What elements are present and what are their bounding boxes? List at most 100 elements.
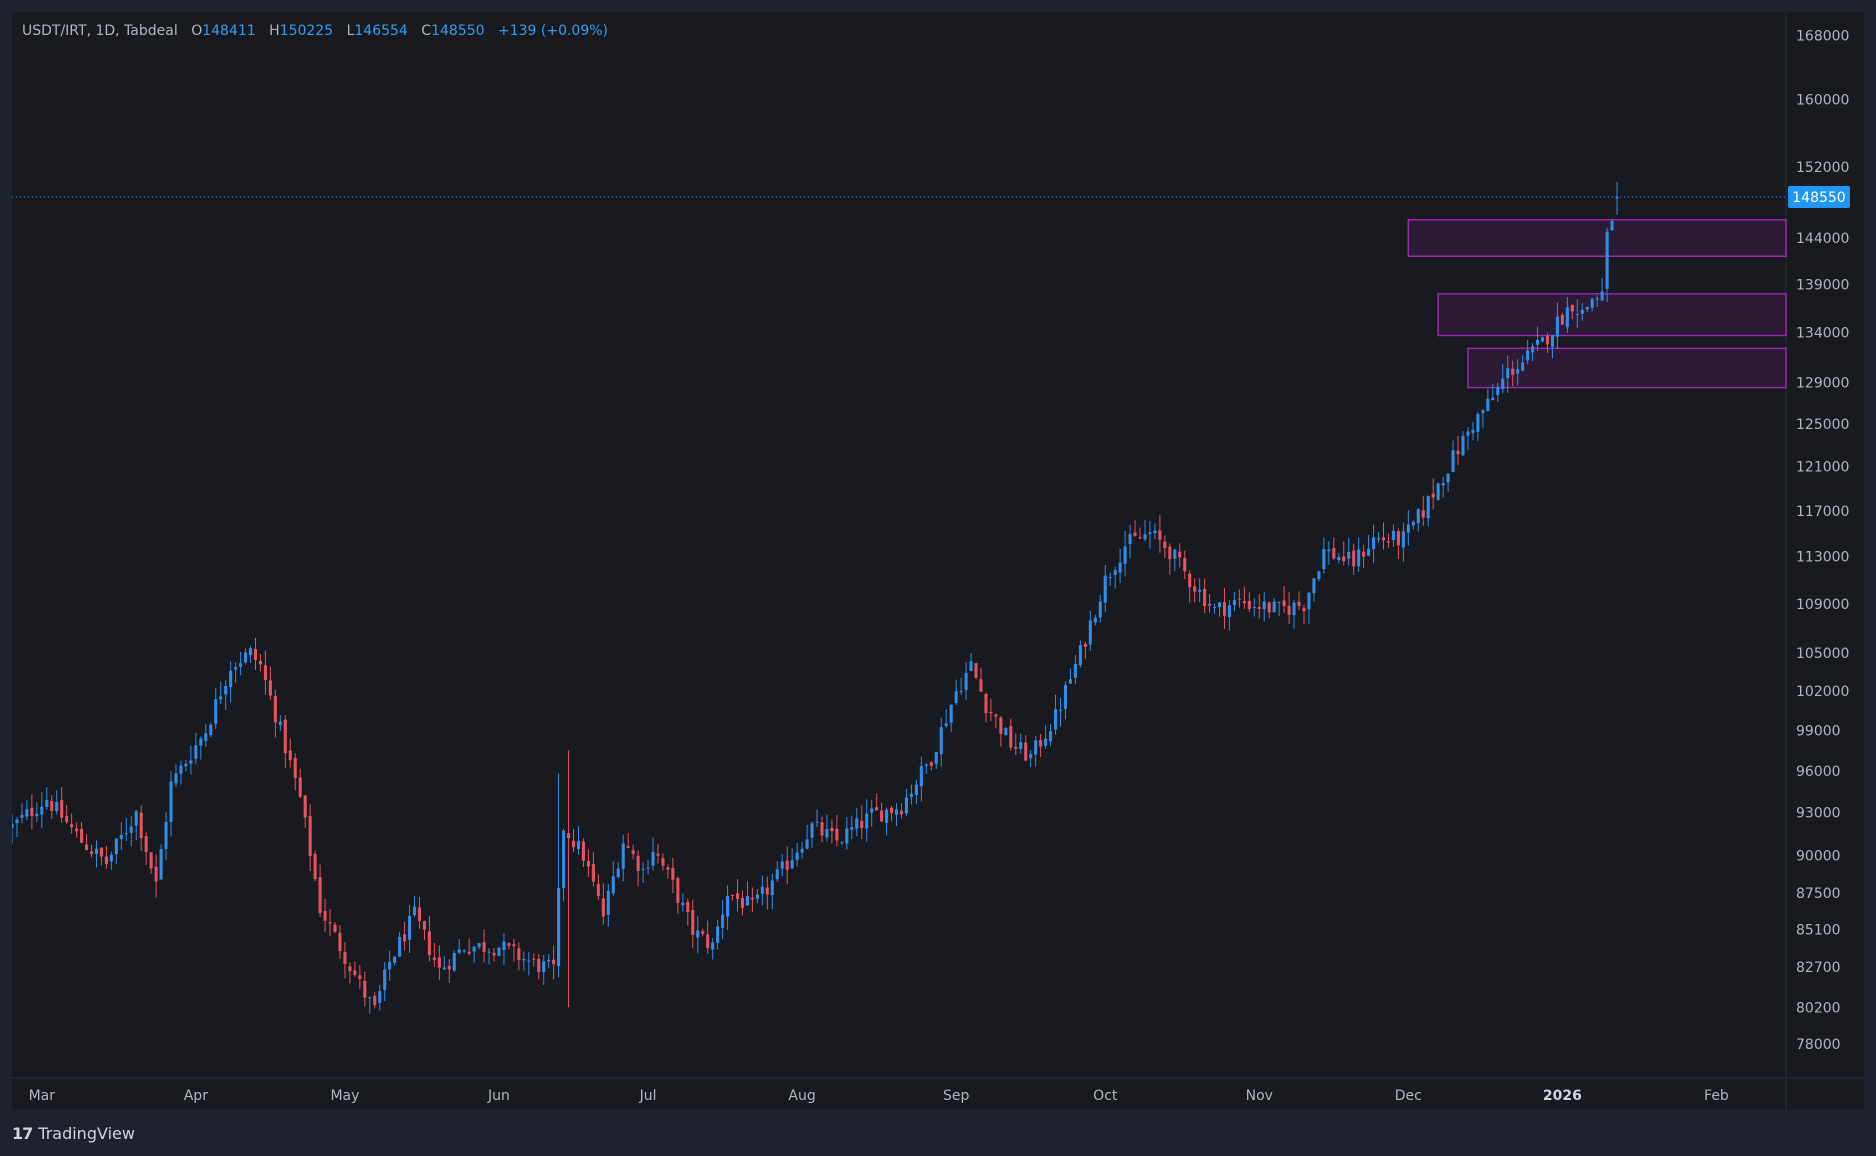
candle-body	[1262, 601, 1266, 610]
candle-body	[939, 727, 943, 755]
candle-body	[1217, 602, 1222, 608]
candle-body	[174, 773, 178, 784]
candle-body	[745, 895, 749, 906]
candle-body	[517, 948, 521, 960]
candle-body	[537, 958, 541, 972]
candle-body	[497, 947, 501, 956]
candle-body	[75, 828, 79, 832]
footer-brand[interactable]: 17 TradingView	[12, 1124, 135, 1143]
candle-body	[184, 763, 188, 767]
candle-body	[447, 965, 451, 970]
candle-body	[239, 663, 243, 667]
candle-body	[144, 836, 148, 852]
chart-canvas[interactable]: 168000 160000 152000 144000 139000 134000 1290…	[12, 12, 1864, 1110]
candle-body	[1466, 431, 1470, 436]
price-tick-label: 134000	[1796, 326, 1849, 342]
candle-body	[12, 823, 14, 828]
candle-body	[204, 733, 208, 742]
candle-body	[1347, 551, 1351, 559]
candle-body	[1103, 575, 1107, 603]
candle-body	[775, 869, 779, 880]
candle-body	[711, 942, 715, 950]
candle-body	[1063, 684, 1068, 710]
candle-body	[989, 711, 993, 714]
candle-body	[368, 997, 372, 999]
candle-body	[1053, 709, 1058, 730]
candle-body	[865, 813, 869, 829]
candle-body	[691, 910, 695, 935]
candle-body	[114, 838, 118, 855]
candle-body	[1138, 537, 1142, 539]
candle-body	[1247, 600, 1251, 610]
candle-body	[626, 846, 630, 848]
candle-body	[398, 936, 402, 957]
candle-body	[1044, 738, 1048, 746]
chart-frame[interactable]: 168000 160000 152000 144000 139000 134000 1290…	[12, 12, 1864, 1110]
candle-body	[616, 868, 620, 877]
low-label: L	[346, 23, 355, 39]
candle-body	[159, 849, 163, 880]
candle-body	[586, 860, 590, 867]
candle-body	[969, 661, 973, 671]
candle-body	[298, 777, 302, 797]
candle-body	[457, 949, 461, 953]
candle-body	[1113, 570, 1117, 576]
change-value: +139 (+0.09%)	[497, 23, 608, 39]
candle-body	[1083, 643, 1087, 647]
candle-body	[134, 811, 138, 826]
symbol-legend: USDT/IRT, 1D, Tabdeal O148411 H150225 L1…	[22, 23, 608, 39]
candle-body	[1098, 601, 1102, 618]
candle-body	[229, 670, 233, 688]
candle-body	[1550, 335, 1554, 347]
candle-body	[1034, 740, 1038, 755]
candle-body	[611, 876, 615, 894]
candle-body	[1168, 546, 1172, 560]
candle-body	[522, 958, 526, 961]
candle-body	[1198, 589, 1202, 592]
last-price-label: 148550	[1792, 190, 1845, 206]
candle-body	[467, 951, 471, 954]
candle-body	[1068, 679, 1072, 684]
price-tick-label: 129000	[1796, 376, 1849, 392]
candle-body	[1123, 546, 1127, 564]
candle-body	[149, 852, 153, 869]
candle-body	[954, 691, 958, 703]
candle-body	[899, 810, 904, 815]
candle-body	[1222, 602, 1227, 616]
candle-body	[994, 714, 998, 717]
candle-body	[65, 816, 69, 823]
candle-body	[393, 956, 397, 963]
candle-body	[234, 667, 238, 670]
candle-body	[1093, 617, 1097, 623]
candle-body	[338, 932, 342, 952]
candle-body	[755, 894, 759, 899]
candle-body	[15, 819, 19, 824]
candle-body	[1004, 728, 1008, 736]
high-value: 150225	[279, 23, 334, 39]
candle-body	[422, 921, 426, 930]
candle-body	[885, 809, 889, 823]
candle-body	[169, 781, 173, 822]
time-tick-label: Mar	[29, 1088, 56, 1104]
candle-body	[70, 824, 74, 828]
candle-body	[1193, 586, 1197, 592]
candle-body	[253, 648, 258, 661]
candle-body	[1585, 307, 1589, 310]
candle-body	[1406, 524, 1410, 533]
candle-body	[1302, 608, 1306, 612]
brand-name: TradingView	[38, 1124, 135, 1143]
candle-body	[452, 953, 456, 971]
candle-body	[984, 694, 988, 714]
candle-body	[870, 808, 874, 813]
candle-body	[1590, 299, 1594, 308]
candle-body	[909, 793, 913, 797]
candle-body	[656, 853, 660, 856]
candle-body	[835, 828, 839, 841]
candle-body	[1481, 410, 1485, 414]
high-label: H	[269, 23, 280, 39]
candle-body	[358, 975, 362, 979]
candle-body	[547, 960, 551, 962]
candle-body	[1471, 429, 1475, 433]
candle-body	[1431, 493, 1435, 498]
candle-body	[1128, 534, 1132, 545]
